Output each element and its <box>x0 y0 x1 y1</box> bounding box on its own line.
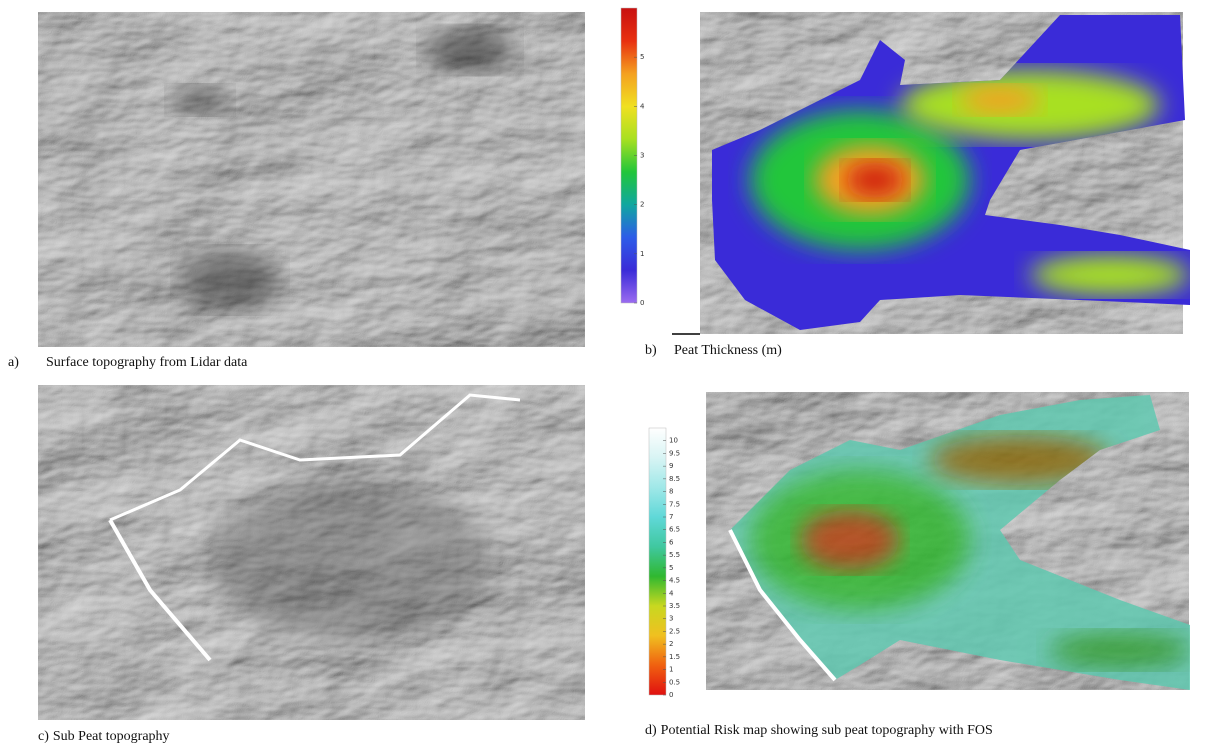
panel-label: d) <box>645 723 657 738</box>
colorbar-tick-label: 6 <box>669 538 674 546</box>
colorbar-tick-label: 4 <box>640 102 645 110</box>
colorbar-tick-label: 5.5 <box>669 551 680 559</box>
colorbar-tick-label: 3 <box>640 152 644 160</box>
colorbar-tick-label: 9.5 <box>669 449 680 457</box>
caption: Surface topography from Lidar data <box>46 355 248 370</box>
colorbar-tick-label: 0.5 <box>669 678 680 686</box>
colorbar-tick-label: 1 <box>640 250 644 258</box>
colorbar-tick-label: 8.5 <box>669 475 680 483</box>
colorbar-tick-label: 4 <box>669 589 674 597</box>
caption: Peat Thickness (m) <box>674 343 782 358</box>
colorbar-tick-label: 0 <box>669 691 673 699</box>
caption: d) Potential Risk map showing sub peat to… <box>645 723 993 738</box>
colorbar-tick-label: 6.5 <box>669 526 680 534</box>
panel-a-image <box>38 12 585 347</box>
caption-text: Potential Risk map showing sub peat topo… <box>661 723 993 738</box>
panel-label: a) <box>8 355 19 370</box>
panel-label: c) <box>38 729 49 744</box>
colorbar-tick-label: 7 <box>669 513 673 521</box>
colorbar-tick-label: 10 <box>669 437 678 445</box>
colorbar-tick-label: 2 <box>640 201 644 209</box>
colorbar-tick-label: 7.5 <box>669 500 680 508</box>
colorbar-tick-label: 4.5 <box>669 577 680 585</box>
colorbar-tick-label: 0 <box>640 299 644 307</box>
panel-d-image <box>706 392 1196 692</box>
colorbar-tick-label: 8 <box>669 488 673 496</box>
panel-b-image <box>700 12 1190 337</box>
caption: c) Sub Peat topography <box>38 729 170 744</box>
figure: a) Surface topography from Lidar data b) Pe… <box>0 0 1218 749</box>
colorbar-tick-label: 3 <box>669 615 673 623</box>
colorbar-tick-label: 5 <box>640 53 644 61</box>
colorbar <box>649 428 666 695</box>
colorbar-tick-label: 2 <box>669 640 673 648</box>
colorbar-tick-label: 5 <box>669 564 673 572</box>
caption-text: Sub Peat topography <box>53 729 170 744</box>
colorbar-tick-label: 1.5 <box>669 653 680 661</box>
panel-c-image <box>38 385 585 720</box>
colorbar-tick-label: 3.5 <box>669 602 680 610</box>
colorbar-tick-label: 1 <box>669 666 673 674</box>
colorbar-tick-label: 2.5 <box>669 627 680 635</box>
colorbar-tick-label: 9 <box>669 462 673 470</box>
panel-label: b) <box>645 343 657 358</box>
